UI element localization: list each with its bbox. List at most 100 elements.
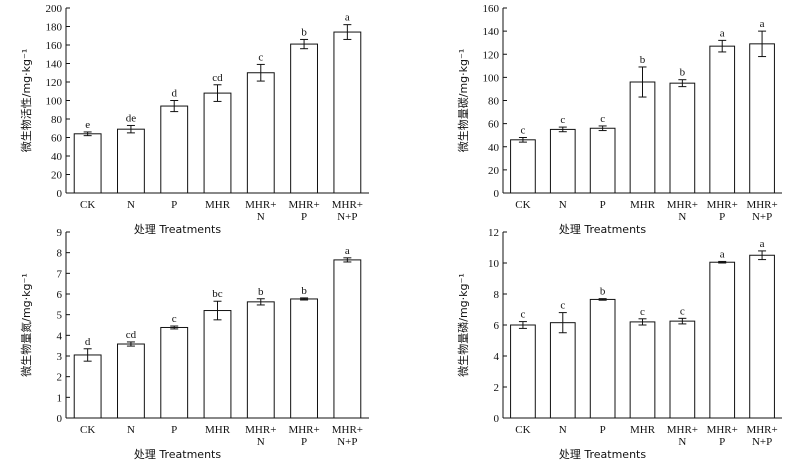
significance-letter: c — [520, 309, 525, 321]
x-tick-label-line: CK — [80, 424, 95, 436]
x-tick-label-line: N — [257, 436, 265, 448]
y-tick-label: 4 — [57, 330, 63, 342]
significance-letter: c — [560, 300, 565, 312]
y-tick-label: 6 — [57, 289, 63, 301]
x-tick-label: CK — [515, 424, 530, 436]
x-tick-label: MHR+ N — [245, 424, 276, 448]
y-tick-label: 6 — [494, 320, 500, 332]
bar — [160, 105, 189, 194]
significance-letter: a — [760, 238, 765, 250]
x-tick-label-line: N+P — [752, 436, 772, 448]
x-tick-label-line: P — [600, 199, 606, 211]
x-tick-label-line: P — [719, 211, 725, 223]
x-tick-label: MHR+ P — [707, 199, 738, 223]
bar — [160, 326, 189, 419]
bar — [203, 310, 232, 419]
x-tick-label-line: CK — [80, 199, 95, 211]
x-tick-label-line: N+P — [337, 211, 357, 223]
y-tick-label: 10 — [488, 258, 500, 270]
y-tick-label: 180 — [46, 22, 63, 34]
x-tick-label-line: P — [600, 424, 606, 436]
x-tick-label-line: MHR+ — [288, 199, 319, 211]
x-tick-label-line: P — [171, 199, 177, 211]
bar — [510, 139, 536, 194]
x-tick-label-line: N — [559, 199, 567, 211]
significance-letter: e — [85, 119, 90, 131]
x-axis-label: 处理 Treatments — [559, 448, 646, 461]
y-tick-label: 60 — [51, 133, 63, 145]
x-tick-label-line: MHR+ — [746, 424, 777, 436]
x-tick-label: MHR+ P — [288, 199, 319, 223]
y-tick-label: 120 — [483, 49, 500, 61]
panel-microbial-activity: 0 20 40 60 80 100 120 140 160 180 200 e CK de Nd Pcd MHR… — [19, 3, 369, 236]
x-tick-label-line: N — [678, 436, 686, 448]
y-tick-label: 0 — [57, 413, 63, 425]
bar — [246, 301, 275, 419]
y-axis-label: 微生物量碳/mg·kg⁻¹ — [456, 49, 470, 152]
x-tick-label-line: MHR — [630, 199, 656, 211]
significance-letter: a — [345, 245, 350, 257]
x-tick-label: CK — [80, 424, 95, 436]
significance-letter: c — [680, 305, 685, 317]
y-axis-label: 微生物活性/mg·kg⁻¹ — [19, 49, 33, 152]
y-tick-label: 5 — [57, 310, 63, 322]
y-tick-label: 0 — [494, 188, 500, 200]
x-tick-label-line: MHR+ — [332, 424, 363, 436]
x-tick-label-line: CK — [515, 199, 530, 211]
x-tick-label: N — [127, 199, 135, 211]
y-tick-label: 80 — [488, 96, 500, 108]
y-axis-label: 微生物量氮/mg·kg⁻¹ — [19, 273, 33, 376]
bar — [117, 128, 145, 194]
y-tick-label: 8 — [57, 248, 63, 260]
significance-letter: c — [640, 306, 645, 318]
bar — [549, 322, 576, 419]
x-tick-label-line: MHR+ — [245, 424, 276, 436]
x-axis-label: 处理 Treatments — [134, 448, 221, 461]
y-tick-label: 60 — [488, 119, 500, 131]
bar — [749, 254, 775, 419]
x-tick-label: MHR+ P — [707, 424, 738, 448]
y-tick-label: 8 — [494, 289, 500, 301]
bar — [589, 127, 616, 194]
bar — [549, 128, 576, 194]
y-tick-label: 7 — [57, 268, 63, 280]
x-tick-label-line: MHR — [205, 199, 231, 211]
y-tick-label: 200 — [46, 3, 63, 15]
x-tick-label-line: N — [127, 199, 135, 211]
bar — [669, 82, 696, 194]
x-tick-label-line: MHR+ — [707, 199, 738, 211]
x-tick-label: MHR — [630, 199, 656, 211]
x-tick-label: MHR+ N+P — [746, 424, 777, 448]
x-tick-label: P — [171, 199, 177, 211]
x-tick-label: P — [171, 424, 177, 436]
significance-letter: a — [720, 27, 725, 39]
significance-letter: cd — [126, 329, 137, 341]
x-tick-label-line: MHR+ — [667, 199, 698, 211]
y-tick-label: 160 — [46, 40, 63, 52]
x-tick-label-line: P — [171, 424, 177, 436]
x-tick-label-line: MHR+ — [667, 424, 698, 436]
x-tick-label-line: N — [559, 424, 567, 436]
bar — [73, 133, 102, 194]
y-tick-label: 140 — [46, 59, 63, 71]
x-tick-label-line: MHR+ — [746, 199, 777, 211]
bar — [629, 81, 656, 194]
bar — [117, 343, 145, 419]
significance-letter: b — [680, 67, 686, 79]
y-tick-label: 20 — [51, 170, 63, 182]
y-axis-label: 微生物量磷/mg·kg⁻¹ — [456, 273, 470, 376]
y-tick-label: 1 — [57, 392, 63, 404]
x-tick-label-line: N — [257, 211, 265, 223]
y-tick-label: 0 — [494, 413, 500, 425]
y-tick-label: 40 — [488, 142, 500, 154]
bar — [290, 43, 318, 194]
x-tick-label-line: CK — [515, 424, 530, 436]
y-tick-label: 9 — [57, 227, 63, 239]
x-tick-label: CK — [80, 199, 95, 211]
significance-letter: de — [126, 112, 137, 124]
x-tick-label: CK — [515, 199, 530, 211]
x-tick-label: P — [600, 424, 606, 436]
x-tick-label: MHR — [205, 424, 231, 436]
